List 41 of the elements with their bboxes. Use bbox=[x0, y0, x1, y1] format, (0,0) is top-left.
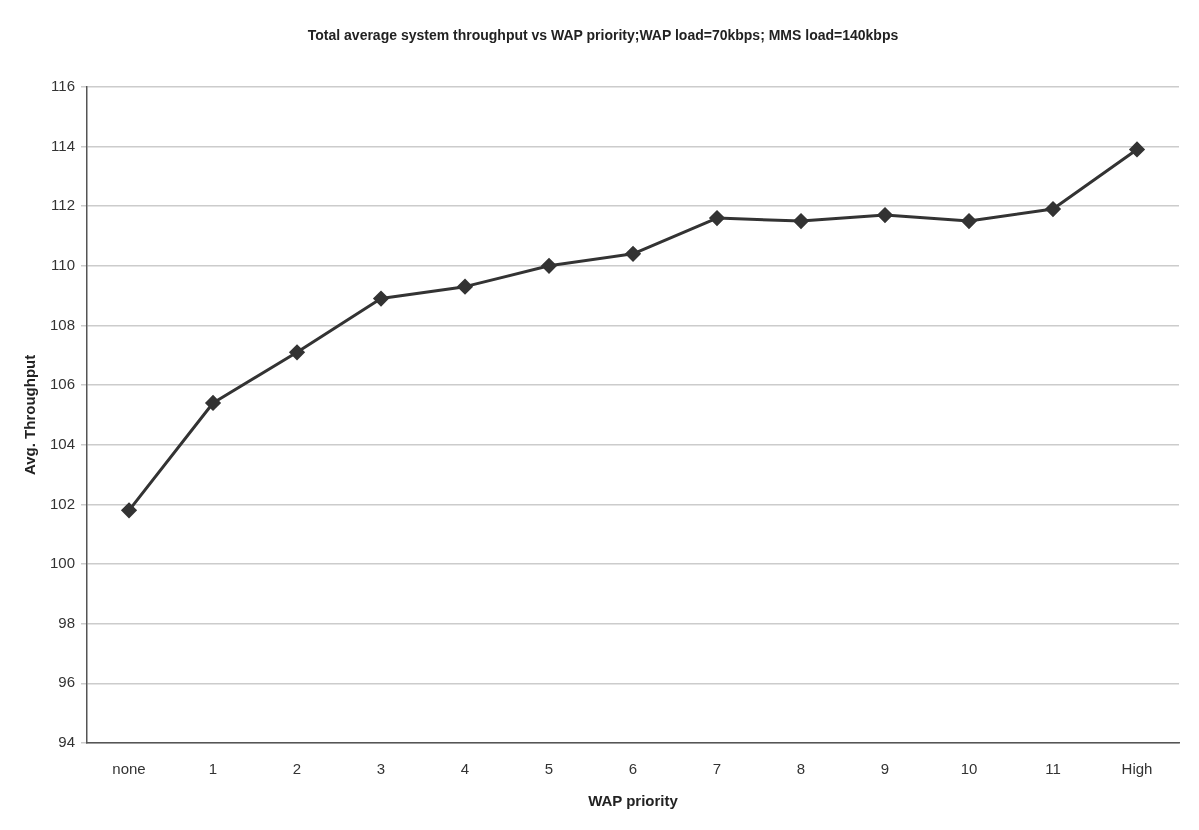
x-tick-label: High bbox=[1121, 760, 1153, 778]
y-tick-label: 106 bbox=[50, 375, 76, 393]
point bbox=[877, 207, 893, 223]
y-tick-label: 112 bbox=[51, 196, 76, 214]
point bbox=[793, 213, 809, 229]
x-tick-label: 9 bbox=[880, 760, 890, 778]
point bbox=[205, 395, 221, 411]
y-tick-label: 104 bbox=[50, 434, 76, 452]
y-tick-label: 108 bbox=[50, 315, 76, 333]
y-tick-label: 116 bbox=[51, 76, 76, 94]
x-tick-label: 3 bbox=[376, 760, 386, 778]
y-tick-label: 114 bbox=[51, 136, 76, 154]
x-tick-label: 4 bbox=[460, 760, 470, 778]
x-tick-label: 1 bbox=[208, 760, 218, 778]
x-tick-label: 5 bbox=[544, 760, 554, 778]
x-tick-label: 10 bbox=[960, 760, 978, 778]
x-tick-label: 6 bbox=[628, 760, 638, 778]
x-tick-label: 11 bbox=[1045, 760, 1061, 778]
y-tick-label: 98 bbox=[58, 613, 76, 631]
point bbox=[457, 279, 473, 295]
point bbox=[121, 502, 137, 518]
y-tick-label: 96 bbox=[58, 673, 76, 691]
point bbox=[289, 344, 305, 360]
y-tick-label: 110 bbox=[51, 255, 76, 273]
y-tick-label: 102 bbox=[50, 494, 76, 512]
point bbox=[961, 213, 977, 229]
x-tick-label: none bbox=[112, 760, 146, 778]
point bbox=[709, 210, 725, 226]
point bbox=[541, 258, 557, 274]
x-axis-title: WAP priority bbox=[588, 792, 679, 810]
y-axis-title: Avg. Throughput bbox=[21, 354, 39, 476]
x-tick-label: 2 bbox=[292, 760, 302, 778]
point bbox=[1045, 201, 1061, 217]
x-tick-label: 7 bbox=[712, 760, 722, 778]
point bbox=[1129, 141, 1145, 157]
point bbox=[373, 291, 389, 307]
y-tick-label: 94 bbox=[58, 733, 76, 751]
point bbox=[625, 246, 641, 262]
chart-title: Total average system throughput vs WAP priority;WAP load=70kbps; MMS load=140kbps bbox=[307, 27, 899, 44]
x-tick-label: 8 bbox=[796, 760, 806, 778]
y-tick-label: 100 bbox=[50, 554, 76, 572]
